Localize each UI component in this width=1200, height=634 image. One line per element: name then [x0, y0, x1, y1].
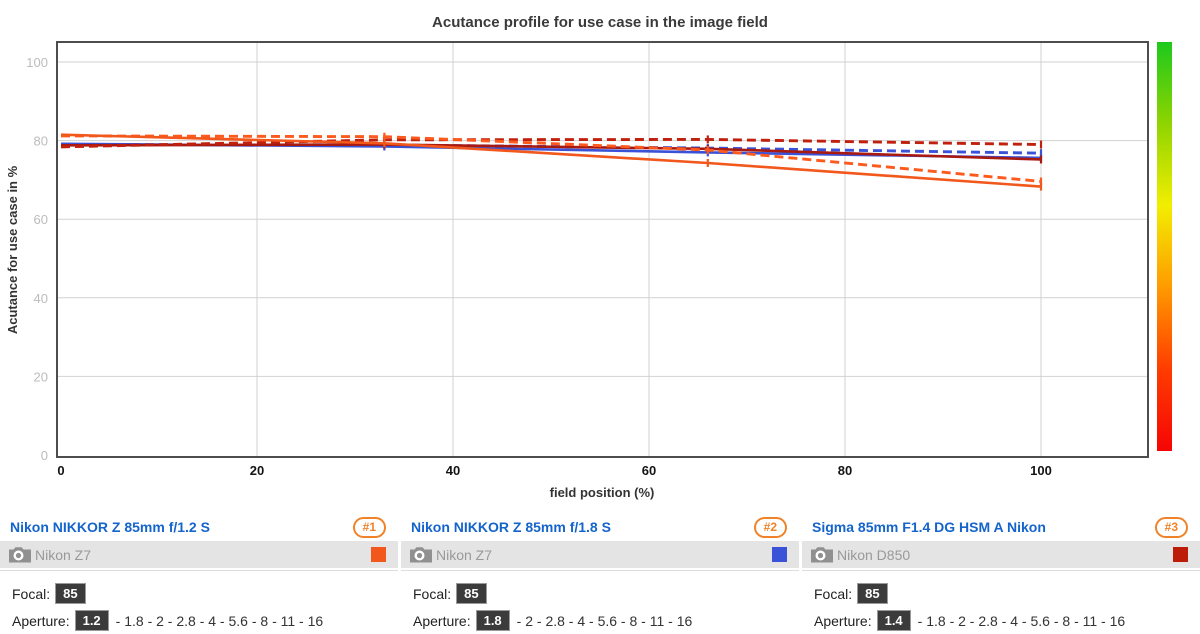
svg-text:60: 60	[642, 463, 656, 478]
lens-title-row: Sigma 85mm F1.4 DG HSM A Nikon #3	[802, 513, 1200, 541]
svg-text:20: 20	[34, 369, 48, 384]
camera-icon	[810, 546, 834, 563]
focal-label: Focal:	[413, 585, 452, 602]
aperture-options[interactable]: - 1.8 - 2 - 2.8 - 4 - 5.6 - 8 - 11 - 16	[917, 612, 1126, 629]
lens-name-link[interactable]: Nikon NIKKOR Z 85mm f/1.8 S	[411, 519, 611, 535]
lens-legend: Nikon NIKKOR Z 85mm f/1.2 S #1 Nikon Z7 …	[0, 513, 1200, 634]
svg-text:20: 20	[250, 463, 264, 478]
camera-name: Nikon Z7	[436, 546, 493, 563]
series-line-sigma-85mm-f1.4-dashed	[60, 137, 1042, 149]
svg-text:80: 80	[838, 463, 852, 478]
lens-title-row: Nikon NIKKOR Z 85mm f/1.2 S #1	[0, 513, 398, 541]
acutance-chart: 0 20 40 60 80 100 0 20 40 60 80 100 field position (…	[5, 14, 1149, 500]
series-color-swatch	[371, 547, 386, 562]
lens-spec: Focal: 85 Aperture: 1.8 - 2 - 2.8 - 4 - …	[401, 570, 799, 634]
quality-gradient-colorbar	[1157, 42, 1172, 451]
lens-spec: Focal: 85 Aperture: 1.2 - 1.8 - 2 - 2.8 …	[0, 570, 398, 634]
svg-text:60: 60	[34, 212, 48, 227]
focal-value[interactable]: 85	[456, 583, 487, 604]
camera-name: Nikon Z7	[35, 546, 92, 563]
lens-panel-3: Sigma 85mm F1.4 DG HSM A Nikon #3 Nikon …	[802, 513, 1200, 634]
aperture-label: Aperture:	[814, 612, 872, 629]
aperture-options[interactable]: - 2 - 2.8 - 4 - 5.6 - 8 - 11 - 16	[516, 612, 693, 629]
series-line-sigma-85mm-f1.4-solid	[60, 143, 1042, 161]
series-line-nikon-z-85mm-f1.2-dashed	[60, 134, 1042, 183]
series-line-nikon-z-85mm-f1.2-solid	[60, 133, 1042, 188]
svg-text:40: 40	[446, 463, 460, 478]
svg-text:40: 40	[34, 291, 48, 306]
camera-icon	[409, 546, 433, 563]
x-axis-label: field position (%)	[550, 485, 655, 500]
focal-label: Focal:	[814, 585, 853, 602]
y-axis-label: Acutance for use case in %	[5, 165, 20, 334]
camera-icon	[8, 546, 32, 563]
series-color-swatch	[1173, 547, 1188, 562]
svg-text:80: 80	[34, 134, 48, 149]
rank-badge: #2	[753, 516, 787, 538]
lens-title-row: Nikon NIKKOR Z 85mm f/1.8 S #2	[401, 513, 799, 541]
lens-spec: Focal: 85 Aperture: 1.4 - 1.8 - 2 - 2.8 …	[802, 570, 1200, 634]
focal-value[interactable]: 85	[55, 583, 86, 604]
aperture-options[interactable]: - 1.8 - 2 - 2.8 - 4 - 5.6 - 8 - 11 - 16	[115, 612, 324, 629]
aperture-value-selected[interactable]: 1.4	[876, 610, 911, 631]
rank-badge: #1	[352, 516, 386, 538]
camera-row: Nikon Z7	[0, 541, 398, 568]
svg-text:0: 0	[41, 448, 48, 463]
chart-title: Acutance profile for use case in the ima…	[432, 14, 768, 31]
focal-label: Focal:	[12, 585, 51, 602]
camera-name: Nikon D850	[837, 546, 911, 563]
camera-row: Nikon Z7	[401, 541, 799, 568]
aperture-value-selected[interactable]: 1.2	[74, 610, 109, 631]
aperture-label: Aperture:	[413, 612, 471, 629]
acutance-chart-area: 0 20 40 60 80 100 0 20 40 60 80 100 field position (…	[5, 14, 1172, 500]
focal-value[interactable]: 85	[857, 583, 888, 604]
camera-row: Nikon D850	[802, 541, 1200, 568]
aperture-value-selected[interactable]: 1.8	[475, 610, 510, 631]
lens-panel-1: Nikon NIKKOR Z 85mm f/1.2 S #1 Nikon Z7 …	[0, 513, 398, 634]
rank-badge: #3	[1154, 516, 1188, 538]
svg-text:100: 100	[1030, 463, 1052, 478]
lens-name-link[interactable]: Nikon NIKKOR Z 85mm f/1.2 S	[10, 519, 210, 535]
lens-name-link[interactable]: Sigma 85mm F1.4 DG HSM A Nikon	[812, 519, 1046, 535]
lens-panel-2: Nikon NIKKOR Z 85mm f/1.8 S #2 Nikon Z7 …	[401, 513, 799, 634]
svg-text:100: 100	[26, 55, 48, 70]
aperture-label: Aperture:	[12, 612, 70, 629]
svg-text:0: 0	[57, 463, 64, 478]
series-color-swatch	[772, 547, 787, 562]
